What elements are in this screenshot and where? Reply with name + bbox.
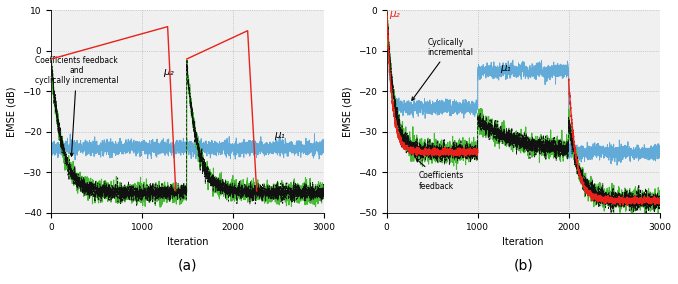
- Y-axis label: EMSE (dB): EMSE (dB): [342, 86, 353, 137]
- Text: μ₂: μ₂: [163, 67, 174, 77]
- Text: (a): (a): [178, 258, 197, 272]
- Text: μ₂: μ₂: [389, 9, 400, 18]
- Text: Coefficients feedback
and
cyclically incremental: Coefficients feedback and cyclically inc…: [35, 55, 119, 156]
- Y-axis label: EMSE (dB): EMSE (dB): [7, 86, 17, 137]
- X-axis label: Iteration: Iteration: [167, 237, 208, 247]
- Text: (b): (b): [513, 258, 533, 272]
- Text: μ₁: μ₁: [500, 63, 511, 73]
- Text: μ₁: μ₁: [274, 130, 285, 140]
- Text: Coefficients
feedback: Coefficients feedback: [416, 159, 464, 191]
- Text: Cyclically
incremental: Cyclically incremental: [412, 37, 474, 100]
- X-axis label: Iteration: Iteration: [502, 237, 544, 247]
